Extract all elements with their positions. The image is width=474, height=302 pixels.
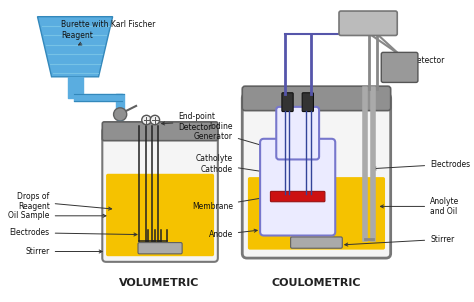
FancyBboxPatch shape (291, 237, 342, 248)
Text: Stirrer: Stirrer (26, 247, 102, 256)
FancyBboxPatch shape (242, 86, 391, 111)
Text: Oil Sample: Oil Sample (9, 211, 106, 220)
Text: Electrodes: Electrodes (9, 228, 137, 237)
FancyBboxPatch shape (302, 93, 313, 111)
FancyBboxPatch shape (381, 52, 418, 82)
Text: Anode: Anode (209, 229, 257, 239)
FancyBboxPatch shape (242, 94, 391, 258)
Circle shape (150, 115, 160, 125)
Text: COULOMETRIC: COULOMETRIC (272, 278, 361, 288)
Text: Stirrer: Stirrer (345, 235, 455, 246)
Text: Detector: Detector (387, 56, 445, 68)
FancyBboxPatch shape (276, 107, 319, 159)
Text: Iodine
Generator: Iodine Generator (194, 122, 274, 149)
FancyBboxPatch shape (339, 11, 397, 35)
Polygon shape (118, 183, 123, 202)
Circle shape (114, 108, 127, 121)
Text: Catholyte
Cathode: Catholyte Cathode (196, 154, 271, 174)
FancyBboxPatch shape (106, 174, 214, 256)
Text: VOLUMETRIC: VOLUMETRIC (119, 278, 200, 288)
Polygon shape (118, 208, 122, 218)
FancyBboxPatch shape (248, 177, 385, 250)
Polygon shape (37, 17, 113, 77)
Circle shape (117, 205, 123, 212)
FancyBboxPatch shape (102, 122, 218, 141)
Text: Membrane: Membrane (192, 196, 269, 211)
Text: Electrodes: Electrodes (373, 160, 470, 170)
FancyBboxPatch shape (260, 139, 335, 236)
Text: CONTROL: CONTROL (344, 19, 392, 28)
Text: Drops of
Reagent: Drops of Reagent (18, 192, 111, 211)
FancyBboxPatch shape (271, 191, 325, 202)
Text: Burette with Karl Fischer
Reagent: Burette with Karl Fischer Reagent (61, 20, 155, 45)
FancyBboxPatch shape (138, 243, 182, 254)
FancyBboxPatch shape (102, 127, 218, 262)
FancyBboxPatch shape (282, 93, 293, 111)
Text: Anolyte
and Oil: Anolyte and Oil (381, 197, 459, 216)
Circle shape (142, 115, 151, 125)
Text: End-point
Detector: End-point Detector (162, 112, 215, 132)
